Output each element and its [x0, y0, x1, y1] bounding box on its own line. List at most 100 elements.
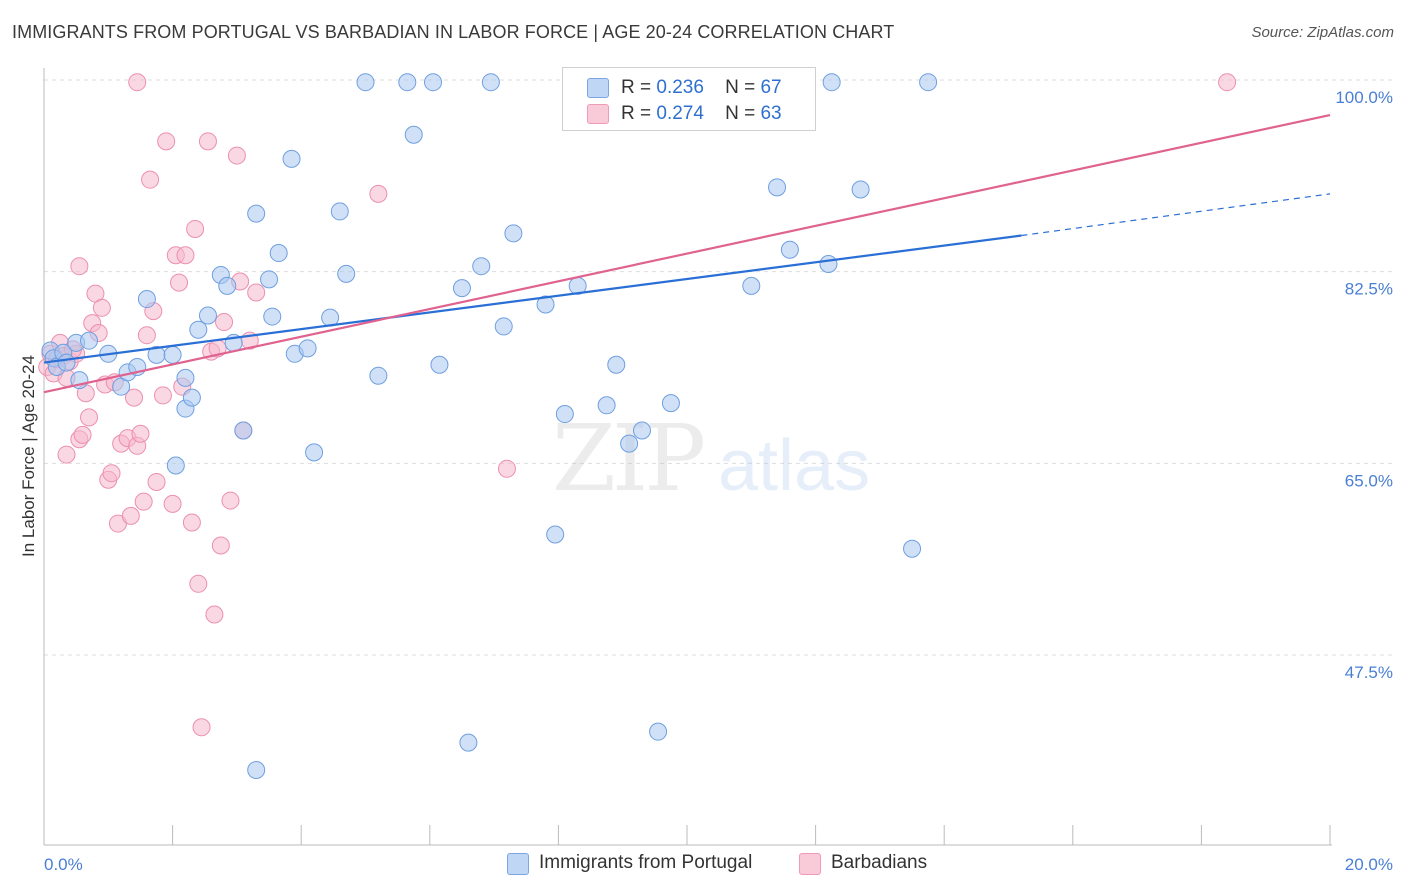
legend-r-label: R = [621, 77, 652, 98]
x-tick-marks [43, 825, 1331, 845]
portugal-point [369, 366, 388, 385]
legend-r-value: 0.236 [656, 77, 704, 98]
barbadians-point [92, 298, 111, 317]
portugal-point [780, 240, 799, 259]
barbadians-point [215, 313, 234, 332]
barbadians-point [1218, 73, 1237, 92]
barbadians-point [221, 491, 240, 510]
barbadians-point [121, 506, 140, 525]
y-tick-label: 100.0% [1335, 88, 1393, 107]
y-tick-labels: 100.0% 82.5% 65.0% 47.5% [1335, 88, 1393, 682]
portugal-point [305, 443, 324, 462]
portugal-point [546, 525, 565, 544]
portugal-point [494, 317, 513, 336]
y-axis-label: In Labor Force | Age 20-24 [19, 355, 38, 557]
portugal-point [218, 276, 237, 295]
legend-swatch-portugal [507, 853, 529, 875]
barbadians-point [102, 464, 121, 483]
portugal-point [166, 456, 185, 475]
portugal-point [337, 264, 356, 283]
barbadians-point [211, 536, 230, 555]
portugal-point [597, 396, 616, 415]
portugal-point [424, 73, 443, 92]
legend-n-label: N = [725, 103, 756, 124]
legend-swatch-barbadians [799, 853, 821, 875]
portugal-point [903, 539, 922, 558]
barbadians-point [176, 246, 195, 265]
barbadians-point [198, 132, 217, 151]
portugal-point [504, 224, 523, 243]
y-tick-label: 47.5% [1345, 663, 1393, 682]
portugal-point [398, 73, 417, 92]
portugal-point [330, 202, 349, 221]
barbadians-point [131, 424, 150, 443]
portugal-point [472, 257, 491, 276]
portugal-point [536, 295, 555, 314]
portugal-point [768, 178, 787, 197]
legend-swatch-barbadians [587, 104, 609, 124]
barbadians-point [497, 459, 516, 478]
portugal-point [263, 307, 282, 326]
x-tick-label-min: 0.0% [44, 855, 83, 874]
barbadians-point [170, 273, 189, 292]
x-tick-label-max: 20.0% [1345, 855, 1393, 874]
portugal-trend-line [43, 234, 1022, 364]
legend-r-label: R = [621, 103, 652, 124]
barbadians-point [205, 605, 224, 624]
portugal-point [649, 722, 668, 741]
portugal-point [452, 279, 471, 298]
barbadians-point [369, 184, 388, 203]
barbadians-point [163, 494, 182, 513]
portugal-point [404, 125, 423, 144]
barbadians-point [134, 492, 153, 511]
watermark: ZIP atlas [552, 405, 870, 512]
portugal-point [919, 73, 938, 92]
portugal-point [269, 244, 288, 263]
portugal-point [57, 353, 76, 372]
series-legend: Immigrants from Portugal Barbadians [0, 852, 1406, 878]
barbadians-point [125, 388, 144, 407]
legend-label-barbadians: Barbadians [831, 852, 928, 873]
barbadians-point [186, 219, 205, 238]
legend-r-value: 0.274 [656, 103, 704, 124]
axes [43, 68, 1332, 846]
barbadians-point [70, 257, 89, 276]
portugal-point [632, 421, 651, 440]
portugal-point [137, 290, 156, 309]
portugal-point [282, 149, 301, 168]
portugal-point [176, 368, 195, 387]
y-tick-label: 65.0% [1345, 471, 1393, 490]
portugal-point [298, 339, 317, 358]
legend-n-value: 67 [760, 77, 782, 98]
watermark-atlas: atlas [718, 426, 870, 506]
gridlines [44, 79, 1393, 656]
barbadians-point [157, 132, 176, 151]
chart-title: IMMIGRANTS FROM PORTUGAL VS BARBADIAN IN… [12, 22, 895, 42]
barbadians-point [227, 146, 246, 165]
portugal-point [607, 355, 626, 374]
portugal-point [80, 331, 99, 350]
portugal-point [742, 276, 761, 295]
barbadians-trend-line [43, 113, 1331, 394]
portugal-point [459, 733, 478, 752]
stats-legend: R = 0.236 N = 67 R = 0.274 N = 63 [562, 67, 816, 131]
portugal-point [430, 355, 449, 374]
legend-label-portugal: Immigrants from Portugal [539, 852, 753, 873]
barbadians-point [80, 408, 99, 427]
barbadians-point [247, 283, 266, 302]
portugal-point [620, 434, 639, 453]
barbadians-point [128, 73, 147, 92]
barbadians-point [137, 326, 156, 345]
barbadians-point [147, 472, 166, 491]
portugal-point [356, 73, 375, 92]
barbadians-point [141, 170, 160, 189]
portugal-point [481, 73, 500, 92]
portugal-point [189, 320, 208, 339]
watermark-zip: ZIP [552, 405, 703, 512]
portugal-point [260, 270, 279, 289]
portugal-point [247, 761, 266, 779]
portugal-trend-extension [1021, 193, 1331, 237]
source-note: Source: ZipAtlas.com [1251, 24, 1394, 41]
legend-n-value: 63 [760, 103, 782, 124]
